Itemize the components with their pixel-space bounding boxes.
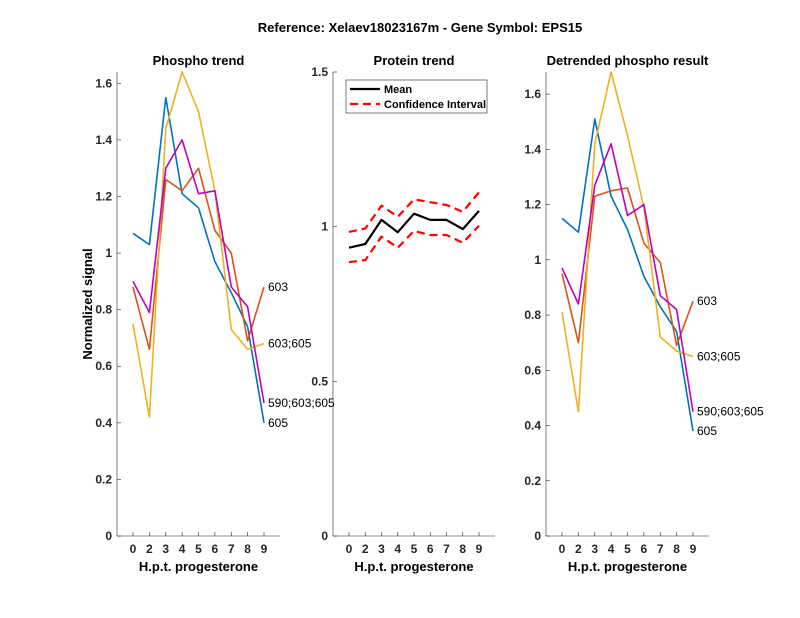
- y-tick-label: 1: [321, 220, 328, 234]
- y-tick-label: 0: [321, 529, 328, 543]
- series-end-label: 603;605: [268, 337, 312, 351]
- y-tick-label: 0.6: [95, 359, 112, 373]
- series-end-label: 603;605: [697, 349, 741, 363]
- x-tick-label: 5: [411, 542, 418, 556]
- series-line-mean: [348, 210, 480, 249]
- panel-3: 00.20.40.60.811.21.41.60 2 3 4 5 6 7 8 9Detrende…: [524, 53, 764, 574]
- x-tick-label: 3: [162, 542, 169, 556]
- x-tick-label: 4: [394, 542, 401, 556]
- series-line-603-605: [132, 71, 265, 419]
- y-tick-label: 0.2: [95, 472, 112, 486]
- x-tick-label: 3: [378, 542, 385, 556]
- series-line-603-605: [561, 71, 694, 413]
- series-line-603: [132, 167, 265, 351]
- y-tick-label: 0: [534, 529, 541, 543]
- panel-title: Detrended phospho result: [547, 53, 709, 68]
- x-tick-label: 8: [244, 542, 251, 556]
- x-tick-label: 6: [641, 542, 648, 556]
- series-end-label: 590;603;605: [268, 396, 335, 410]
- series-line-605: [561, 118, 694, 432]
- x-tick-label: 9: [261, 542, 268, 556]
- x-tick-label: 6: [212, 542, 219, 556]
- x-tick-label: 2: [362, 542, 369, 556]
- x-tick-label: 0: [559, 542, 566, 556]
- series-line-590-603-605: [561, 143, 694, 412]
- x-tick-label: 6: [427, 542, 434, 556]
- y-tick-label: 1: [534, 253, 541, 267]
- legend-box: [345, 79, 488, 114]
- y-tick-label: 0.8: [95, 303, 112, 317]
- x-tick-label: 3: [591, 542, 598, 556]
- x-tick-label: 9: [476, 542, 483, 556]
- y-tick-label: 0.5: [311, 374, 328, 388]
- x-tick-label: 7: [228, 542, 235, 556]
- series-line-590-603-605: [132, 139, 265, 404]
- panel-title: Phospho trend: [153, 53, 245, 68]
- x-tick-label: 7: [657, 542, 664, 556]
- x-axis-label: H.p.t. progesterone: [139, 559, 258, 574]
- x-tick-label: 0: [130, 542, 137, 556]
- x-tick-label: 8: [673, 542, 680, 556]
- series-end-label: 605: [697, 424, 717, 438]
- series-end-label: 603: [268, 280, 288, 294]
- series-end-label: 590;603;605: [697, 405, 764, 419]
- series-line-603: [561, 187, 694, 347]
- x-axis-label: H.p.t. progesterone: [568, 559, 687, 574]
- y-tick-label: 1: [105, 246, 112, 260]
- series-line-confidence-interval-lower-: [348, 224, 480, 264]
- legend: Mean Confidence Interval: [345, 79, 488, 114]
- x-tick-label: 9: [690, 542, 697, 556]
- y-tick-label: 0: [105, 529, 112, 543]
- y-tick-label: 1.4: [524, 142, 541, 156]
- y-tick-label: 1.2: [524, 198, 541, 212]
- series-line-confidence-interval-upper-: [348, 191, 480, 233]
- y-tick-label: 0.4: [524, 419, 541, 433]
- x-tick-label: 5: [624, 542, 631, 556]
- x-tick-label: 2: [575, 542, 582, 556]
- x-axis-label: H.p.t. progesterone: [354, 559, 473, 574]
- y-tick-label: 0.4: [95, 416, 112, 430]
- series-end-label: 603: [697, 294, 717, 308]
- figure-title: Reference: Xelaev18023167m - Gene Symbol…: [258, 20, 582, 35]
- legend-label-ci: Confidence Interval: [384, 99, 486, 111]
- panel-1: 00.20.40.60.811.21.41.60 2 3 4 5 6 7 8 9Phospho …: [80, 53, 335, 574]
- y-tick-label: 1.5: [311, 65, 328, 79]
- series-end-label: 605: [268, 416, 288, 430]
- y-axis-label: Normalized signal: [80, 248, 95, 359]
- y-tick-label: 1.2: [95, 189, 112, 203]
- y-tick-label: 1.6: [524, 87, 541, 101]
- x-tick-label: 4: [179, 542, 186, 556]
- y-tick-label: 1.4: [95, 133, 112, 147]
- y-tick-label: 1.6: [95, 76, 112, 90]
- panel-title: Protein trend: [374, 53, 455, 68]
- x-tick-label: 2: [146, 542, 153, 556]
- x-tick-label: 0: [346, 542, 353, 556]
- y-tick-label: 0.6: [524, 363, 541, 377]
- y-tick-label: 0.2: [524, 474, 541, 488]
- x-tick-label: 4: [608, 542, 615, 556]
- y-tick-label: 0.8: [524, 308, 541, 322]
- x-tick-label: 7: [443, 542, 450, 556]
- x-tick-label: 8: [459, 542, 466, 556]
- x-tick-label: 5: [195, 542, 202, 556]
- legend-label-mean: Mean: [384, 84, 412, 96]
